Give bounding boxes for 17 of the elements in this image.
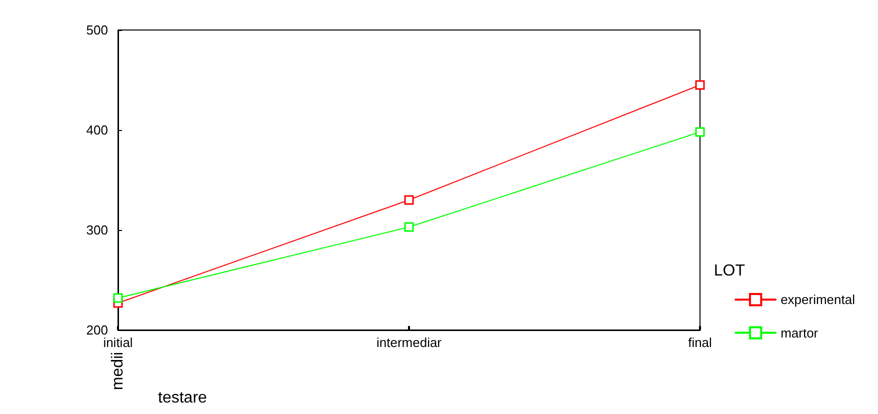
- y-axis-title: medii: [110, 352, 126, 390]
- legend-label: experimental: [780, 292, 856, 308]
- y-tick-label: 500: [86, 22, 108, 38]
- x-tick-label: intermediar: [376, 335, 442, 350]
- y-tick-label: 300: [86, 222, 108, 238]
- x-tick-label: initial: [103, 335, 133, 350]
- legend-label: martor: [780, 325, 819, 340]
- x-axis-title: testare: [158, 390, 208, 406]
- point: [404, 195, 414, 205]
- x-tick-label: final: [688, 335, 712, 350]
- y-tick-label: 200: [86, 322, 108, 338]
- y-tick-label: 400: [86, 122, 108, 138]
- legend-title: LOT: [714, 262, 746, 280]
- point: [113, 293, 123, 303]
- point: [695, 80, 705, 90]
- point: [695, 127, 705, 137]
- point: [404, 222, 414, 232]
